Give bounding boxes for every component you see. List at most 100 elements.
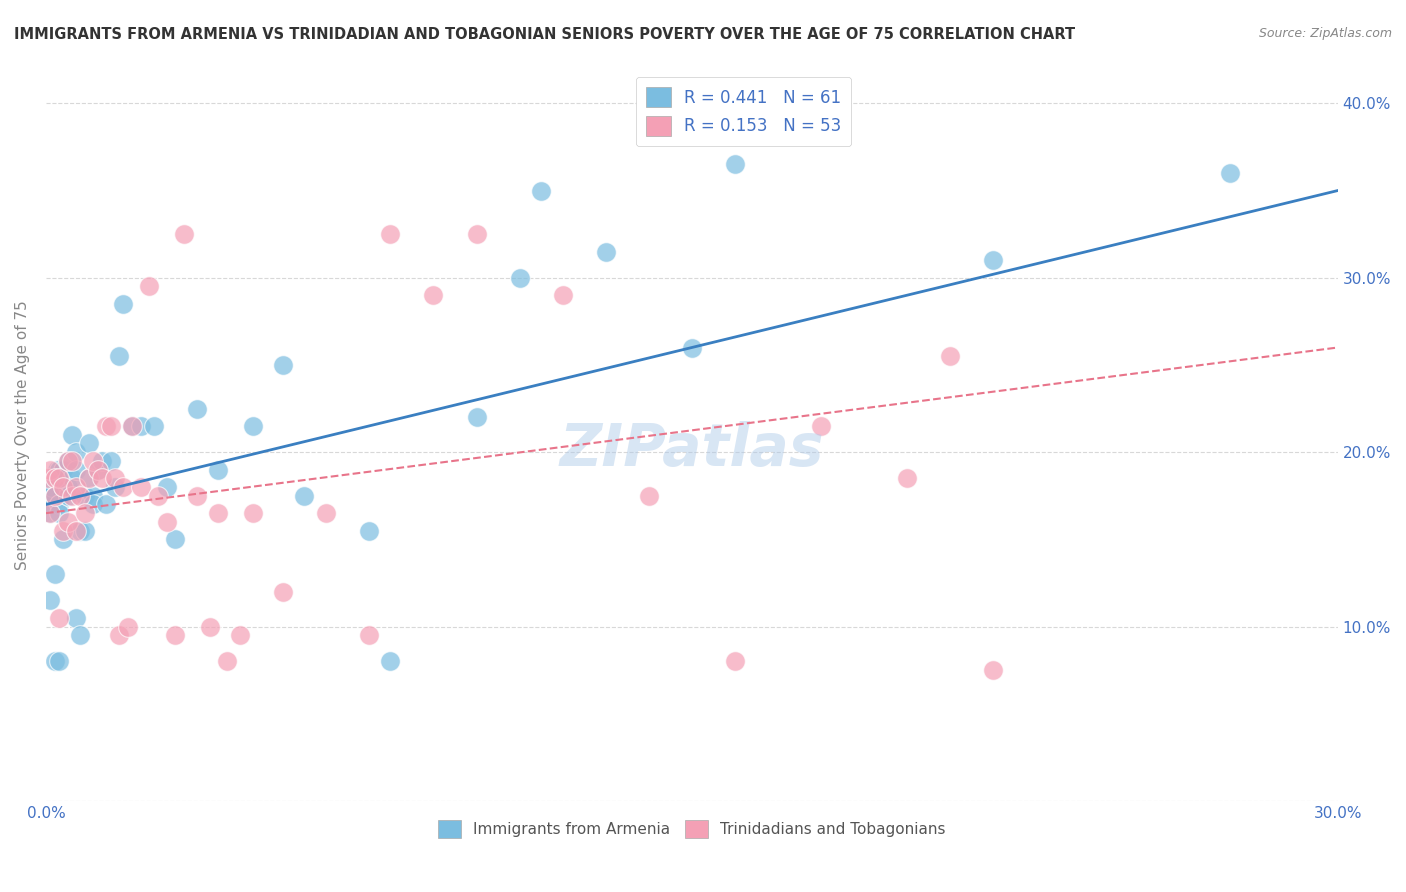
- Text: ZIPatlas: ZIPatlas: [560, 421, 824, 478]
- Legend: Immigrants from Armenia, Trinidadians and Tobagonians: Immigrants from Armenia, Trinidadians an…: [432, 814, 952, 845]
- Point: [681, 341, 703, 355]
- Point: [530, 184, 553, 198]
- Point: [60, 471, 83, 485]
- Point: [315, 506, 337, 520]
- Point: [65, 611, 87, 625]
- Point: [41, 480, 63, 494]
- Point: [104, 471, 127, 485]
- Point: [44, 471, 66, 485]
- Point: [91, 471, 114, 485]
- Point: [48, 611, 70, 625]
- Point: [56, 454, 79, 468]
- Point: [465, 410, 488, 425]
- Point: [44, 654, 66, 668]
- Point: [37, 471, 59, 485]
- Point: [271, 584, 294, 599]
- Point: [129, 480, 152, 494]
- Point: [380, 227, 402, 242]
- Point: [155, 480, 177, 494]
- Point: [69, 489, 91, 503]
- Point: [39, 593, 62, 607]
- Point: [112, 480, 135, 494]
- Point: [100, 419, 122, 434]
- Point: [39, 506, 62, 520]
- Point: [637, 489, 659, 503]
- Point: [39, 489, 62, 503]
- Point: [896, 471, 918, 485]
- Point: [242, 419, 264, 434]
- Point: [38, 498, 60, 512]
- Point: [56, 454, 79, 468]
- Point: [551, 288, 574, 302]
- Point: [142, 419, 165, 434]
- Point: [69, 524, 91, 538]
- Point: [86, 462, 108, 476]
- Point: [207, 462, 229, 476]
- Point: [724, 157, 747, 171]
- Point: [52, 480, 75, 494]
- Text: IMMIGRANTS FROM ARMENIA VS TRINIDADIAN AND TOBAGONIAN SENIORS POVERTY OVER THE A: IMMIGRANTS FROM ARMENIA VS TRINIDADIAN A…: [14, 27, 1076, 42]
- Point: [44, 567, 66, 582]
- Point: [207, 506, 229, 520]
- Point: [357, 524, 380, 538]
- Point: [198, 619, 221, 633]
- Point: [73, 524, 96, 538]
- Point: [65, 462, 87, 476]
- Point: [939, 349, 962, 363]
- Point: [82, 498, 104, 512]
- Point: [48, 506, 70, 520]
- Point: [44, 489, 66, 503]
- Point: [48, 654, 70, 668]
- Point: [96, 498, 118, 512]
- Point: [77, 471, 100, 485]
- Point: [121, 419, 143, 434]
- Point: [138, 279, 160, 293]
- Point: [86, 462, 108, 476]
- Point: [48, 471, 70, 485]
- Text: Source: ZipAtlas.com: Source: ZipAtlas.com: [1258, 27, 1392, 40]
- Point: [65, 480, 87, 494]
- Point: [108, 349, 131, 363]
- Point: [357, 628, 380, 642]
- Point: [48, 471, 70, 485]
- Y-axis label: Seniors Poverty Over the Age of 75: Seniors Poverty Over the Age of 75: [15, 300, 30, 570]
- Point: [56, 480, 79, 494]
- Point: [100, 454, 122, 468]
- Point: [380, 654, 402, 668]
- Point: [69, 628, 91, 642]
- Point: [52, 533, 75, 547]
- Point: [104, 480, 127, 494]
- Point: [165, 533, 187, 547]
- Point: [165, 628, 187, 642]
- Point: [60, 454, 83, 468]
- Point: [146, 489, 169, 503]
- Point: [39, 506, 62, 520]
- Point: [465, 227, 488, 242]
- Point: [981, 253, 1004, 268]
- Point: [509, 270, 531, 285]
- Point: [117, 619, 139, 633]
- Point: [48, 462, 70, 476]
- Point: [108, 628, 131, 642]
- Point: [1219, 166, 1241, 180]
- Point: [155, 515, 177, 529]
- Point: [595, 244, 617, 259]
- Point: [56, 515, 79, 529]
- Point: [82, 454, 104, 468]
- Point: [37, 489, 59, 503]
- Point: [112, 297, 135, 311]
- Point: [810, 419, 832, 434]
- Point: [271, 358, 294, 372]
- Point: [39, 462, 62, 476]
- Point: [173, 227, 195, 242]
- Point: [56, 489, 79, 503]
- Point: [45, 462, 67, 476]
- Point: [52, 462, 75, 476]
- Point: [215, 654, 238, 668]
- Point: [73, 506, 96, 520]
- Point: [73, 489, 96, 503]
- Point: [52, 480, 75, 494]
- Point: [292, 489, 315, 503]
- Point: [65, 524, 87, 538]
- Point: [129, 419, 152, 434]
